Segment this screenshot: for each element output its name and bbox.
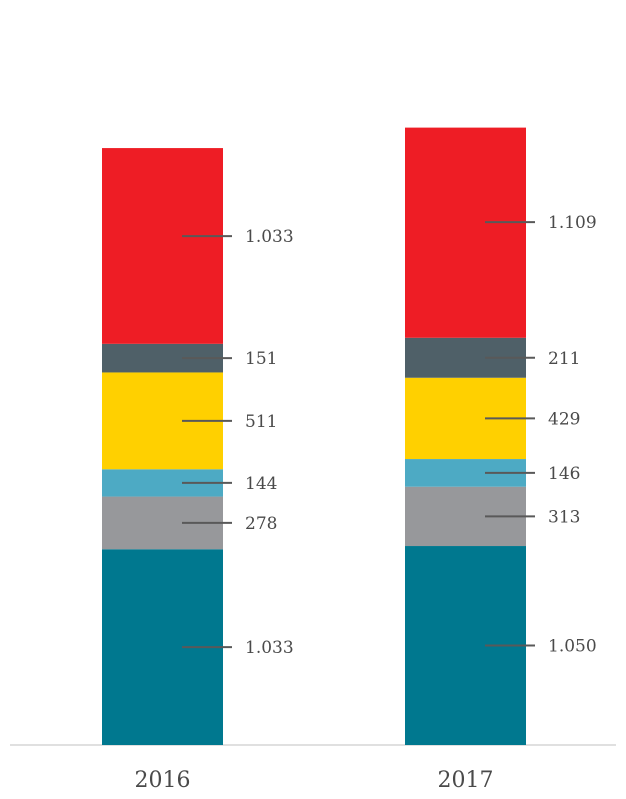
value-label-2016-3: 511 [245, 412, 277, 432]
value-label-2017-2: 146 [548, 464, 580, 484]
value-labels-group: 1.033 278 144 511 151 1.033 1.050 313 146 429 211 1… [245, 213, 597, 658]
value-label-2016-1: 278 [245, 514, 277, 534]
bars-group [102, 127, 526, 745]
value-label-2016-0: 1.033 [245, 638, 294, 658]
value-label-2016-2: 144 [245, 474, 277, 494]
value-label-2017-5: 1.109 [548, 213, 597, 233]
category-label-2016: 2016 [135, 768, 191, 793]
category-label-2017: 2017 [438, 768, 494, 793]
leader-lines-group [182, 221, 535, 649]
bar-segment-2016-5 [102, 148, 223, 344]
value-label-2017-1: 313 [548, 507, 580, 527]
category-labels-group: 2016 2017 [135, 768, 494, 793]
value-label-2016-5: 1.033 [245, 227, 294, 247]
bar-segment-2017-5 [405, 127, 526, 338]
value-label-2017-0: 1.050 [548, 637, 597, 657]
value-label-2017-4: 211 [548, 349, 580, 369]
value-label-2016-4: 151 [245, 349, 277, 369]
value-label-2017-3: 429 [548, 409, 580, 429]
